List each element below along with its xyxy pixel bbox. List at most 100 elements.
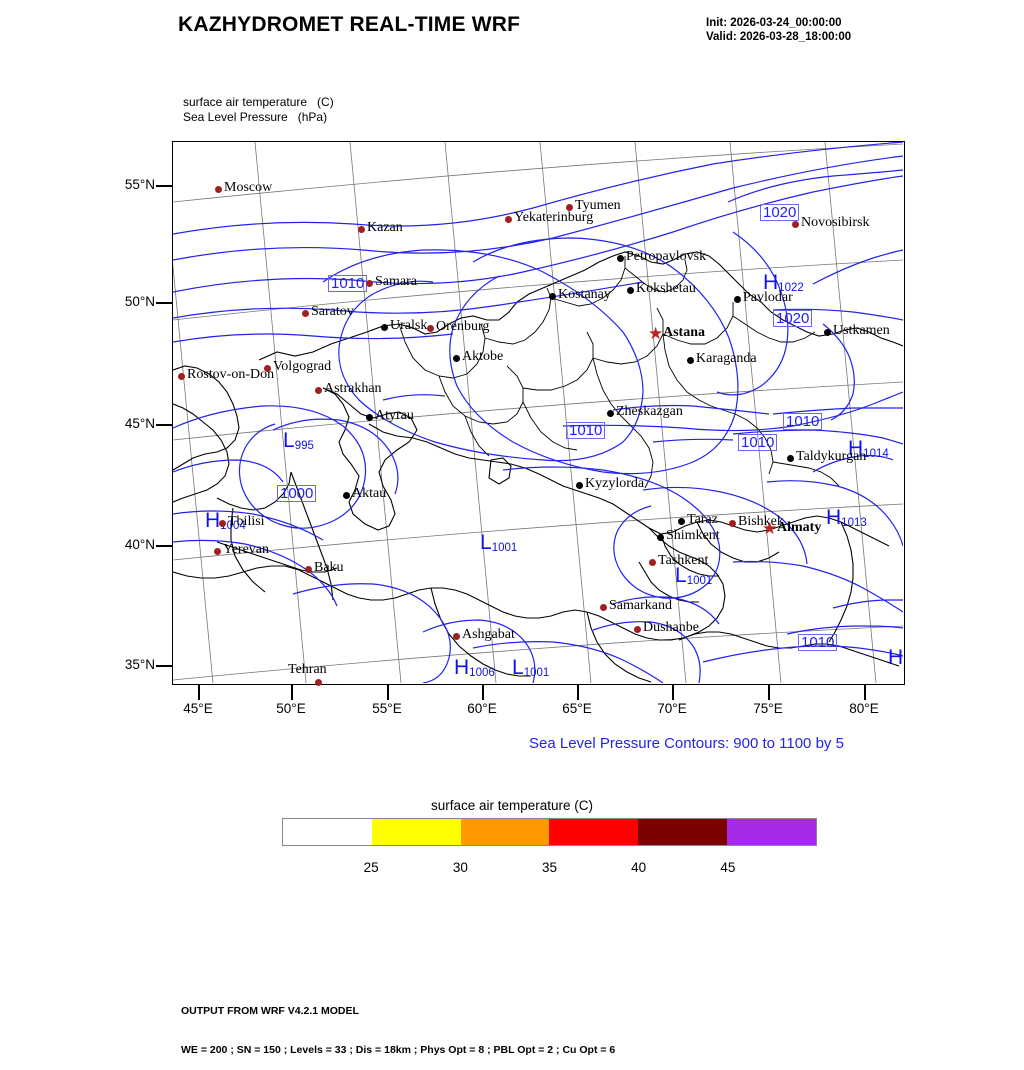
city-label: Novosibirsk bbox=[801, 215, 870, 230]
city-marker bbox=[301, 309, 309, 317]
colorbar-tick-30: 30 bbox=[452, 860, 468, 875]
contour-value-label: 1020 bbox=[773, 310, 813, 327]
contour-value-label: 1000 bbox=[277, 485, 317, 502]
city-label: Ustkamen bbox=[833, 323, 890, 338]
init-time: Init: 2026-03-24_00:00:00 bbox=[706, 17, 842, 29]
lat-tick-mark bbox=[156, 302, 172, 304]
colorbar-segment-2 bbox=[460, 819, 550, 845]
lon-tick-label: 45°E bbox=[183, 701, 213, 716]
city-marker bbox=[606, 409, 614, 417]
colorbar-segment-4 bbox=[638, 819, 728, 845]
city-marker bbox=[314, 678, 322, 686]
city-label: Uralsk bbox=[390, 318, 428, 333]
footer-line-2: WE = 200 ; SN = 150 ; Levels = 33 ; Dis … bbox=[181, 1044, 616, 1056]
map-panel[interactable]: 1010 1020 1020 1010 1010 1010 1000 1010 H1022 L9… bbox=[172, 141, 905, 686]
city-marker bbox=[357, 225, 365, 233]
city-marker bbox=[214, 185, 222, 193]
lon-tick-mark bbox=[198, 685, 200, 700]
city-label: Zheskazgan bbox=[616, 404, 683, 419]
city-marker bbox=[656, 533, 664, 541]
city-label: Saratov bbox=[311, 304, 354, 319]
city-marker bbox=[686, 356, 694, 364]
city-label: Pavlodar bbox=[743, 290, 793, 305]
lat-tick-mark bbox=[156, 665, 172, 667]
city-label: Tehran bbox=[288, 662, 327, 677]
city-label: Bishkek bbox=[738, 514, 784, 529]
city-label: Samarkand bbox=[609, 598, 672, 613]
colorbar-segment-3 bbox=[549, 819, 639, 845]
contour-value-label: 1010 bbox=[798, 634, 838, 651]
lat-tick-mark bbox=[156, 545, 172, 547]
pressure-center-value: 1022 bbox=[778, 282, 804, 294]
pressure-center-type: H bbox=[454, 656, 470, 679]
city-label: Astrakhan bbox=[324, 381, 382, 396]
city-marker bbox=[218, 519, 226, 527]
capital-label: Astana bbox=[663, 325, 706, 340]
city-label: Tashkent bbox=[658, 553, 709, 568]
lon-tick-label: 65°E bbox=[562, 701, 592, 716]
capital-star-icon: ★ bbox=[648, 324, 664, 343]
city-label: Yerevan bbox=[223, 542, 270, 557]
city-marker bbox=[304, 565, 312, 573]
pressure-center-value: 1001 bbox=[491, 542, 518, 554]
lon-tick-mark bbox=[864, 685, 866, 700]
city-label: Moscow bbox=[224, 180, 273, 195]
city-label: Ashgabat bbox=[462, 627, 515, 642]
pressure-center-value: 1001 bbox=[523, 667, 550, 679]
lon-tick-mark bbox=[672, 685, 674, 700]
contour-value-label: 1020 bbox=[760, 204, 800, 221]
pressure-center-value: 1013 bbox=[841, 517, 867, 529]
pressure-center-value: 1004 bbox=[220, 520, 246, 532]
lon-tick-mark bbox=[387, 685, 389, 700]
city-marker bbox=[342, 491, 350, 499]
city-marker bbox=[452, 632, 460, 640]
map-graphics bbox=[173, 142, 903, 683]
lat-tick-label: 40°N bbox=[124, 537, 155, 552]
colorbar-tick-35: 35 bbox=[541, 860, 558, 875]
city-marker bbox=[626, 286, 634, 294]
valid-time: Valid: 2026-03-28_18:00:00 bbox=[706, 31, 852, 43]
city-label: Baku bbox=[314, 560, 344, 575]
city-marker bbox=[599, 603, 607, 611]
lat-tick-mark bbox=[156, 185, 172, 187]
lon-tick-mark bbox=[768, 685, 770, 700]
pressure-center-type: H bbox=[888, 646, 904, 669]
colorbar-segment-1 bbox=[371, 819, 461, 845]
colorbar-tick-40: 40 bbox=[631, 860, 647, 875]
city-marker bbox=[504, 215, 512, 223]
colorbar-tick-25: 25 bbox=[363, 860, 379, 875]
city-marker bbox=[380, 323, 388, 331]
city-label: Shimkent bbox=[666, 528, 720, 543]
city-marker bbox=[365, 413, 373, 421]
colorbar-segment-5 bbox=[727, 819, 816, 845]
city-label: Tyumen bbox=[575, 198, 621, 213]
pressure-center-type: L bbox=[480, 531, 492, 554]
city-marker bbox=[791, 220, 799, 228]
lat-tick-label: 55°N bbox=[124, 177, 155, 192]
lon-tick-mark bbox=[482, 685, 484, 700]
city-label: Dushanbe bbox=[643, 620, 699, 635]
city-marker bbox=[177, 372, 185, 380]
city-label: Yekaterinburg bbox=[514, 210, 594, 225]
lon-tick-label: 55°E bbox=[372, 701, 402, 716]
contour-value-label: 1010 bbox=[328, 275, 368, 292]
pressure-center-type: H bbox=[826, 506, 842, 529]
contour-value-label: 1010 bbox=[738, 434, 778, 451]
pressure-center-type: L bbox=[512, 656, 524, 679]
colorbar-tick-45: 45 bbox=[720, 860, 736, 875]
pressure-center-marker: L995 bbox=[283, 430, 314, 453]
city-label: Taldykurgan bbox=[796, 449, 867, 464]
contour-caption: Sea Level Pressure Contours: 900 to 1100… bbox=[529, 735, 844, 752]
pressure-center-marker: H bbox=[888, 647, 903, 668]
pressure-center-marker: H1014 bbox=[848, 438, 889, 461]
city-label: Kyzylorda bbox=[585, 476, 645, 491]
city-label: Petropavlovsk bbox=[626, 249, 707, 264]
footer-line-1: OUTPUT FROM WRF V4.2.1 MODEL bbox=[181, 1005, 359, 1017]
lat-tick-mark bbox=[156, 424, 172, 426]
city-marker bbox=[786, 454, 794, 462]
pressure-center-value: 1006 bbox=[469, 667, 495, 679]
page-title: KAZHYDROMET REAL-TIME WRF bbox=[178, 13, 521, 36]
city-marker bbox=[314, 386, 322, 394]
pressure-center-marker: H1013 bbox=[826, 507, 867, 530]
lat-tick-label: 45°N bbox=[124, 416, 155, 431]
